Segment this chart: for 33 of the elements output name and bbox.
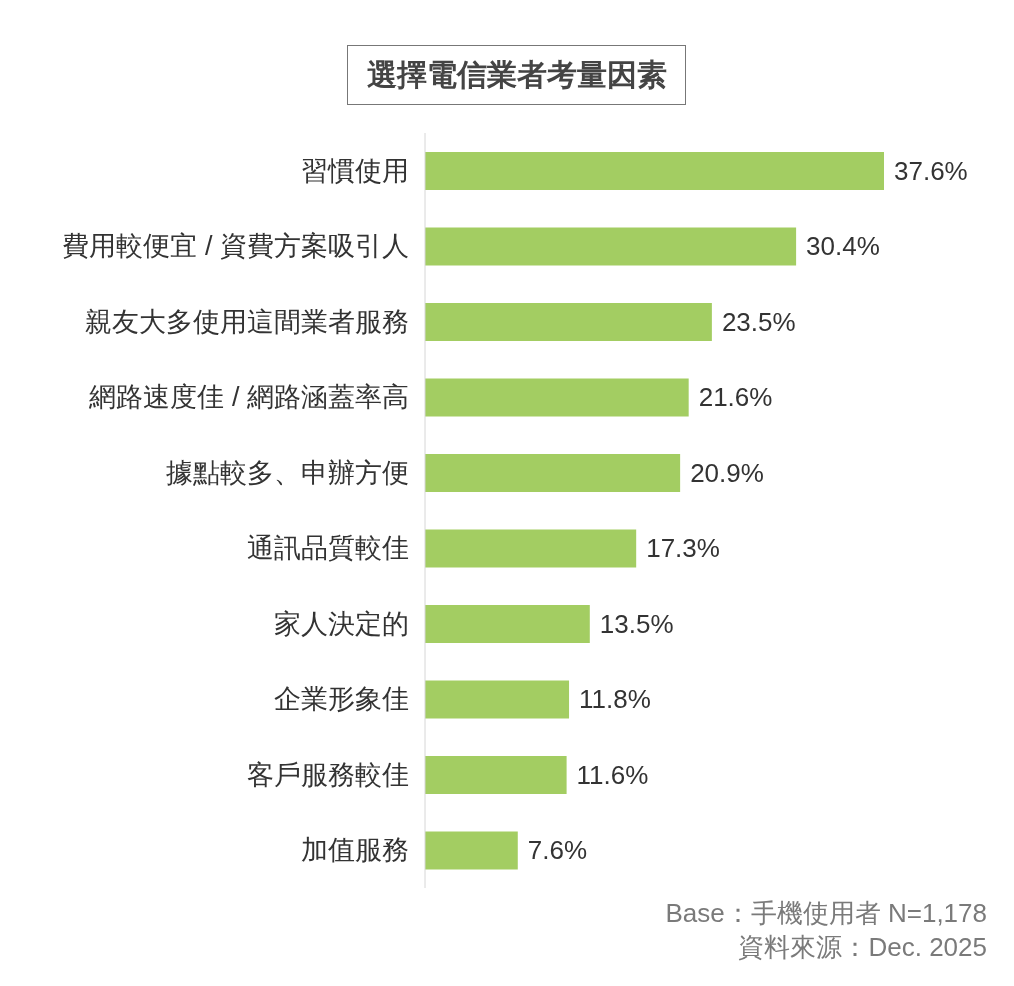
bar	[425, 680, 570, 719]
bar	[425, 453, 681, 492]
y-tick-label: 網路速度佳 / 網路涵蓋率高	[88, 382, 409, 413]
data-label: 21.6%	[698, 382, 773, 413]
chart-title: 選擇電信業者考量因素	[347, 45, 686, 105]
text: Base：手機使用者 N=1,178	[665, 897, 987, 930]
y-tick-label: 費用較便宜 / 資費方案吸引人	[62, 231, 409, 262]
data-label: 37.6%	[894, 155, 968, 186]
data-label: 23.5%	[721, 306, 796, 337]
y-tick-label: 親友大多使用這間業者服務	[85, 306, 409, 337]
y-tick-label: 企業形象佳	[274, 684, 409, 715]
y-tick-label: 據點較多、申辦方便	[166, 457, 409, 488]
bar	[425, 529, 637, 568]
y-tick-label: 習慣使用	[301, 155, 409, 186]
bar	[425, 831, 518, 870]
data-label: 11.8%	[579, 684, 651, 715]
y-tick-label: 客戶服務較佳	[247, 759, 409, 790]
data-label: 13.5%	[599, 608, 674, 639]
bar	[425, 378, 689, 417]
data-label: 17.3%	[646, 533, 720, 564]
data-label: 7.6%	[527, 835, 588, 866]
bar	[425, 151, 884, 190]
y-tick-label: 家人決定的	[274, 608, 409, 639]
bar	[425, 755, 567, 794]
y-tick-label: 通訊品質較佳	[247, 533, 409, 564]
bar	[425, 227, 797, 266]
bar	[425, 604, 590, 643]
data-label: 11.6%	[576, 759, 649, 790]
data-label: 30.4%	[806, 231, 880, 262]
bar	[425, 302, 712, 341]
y-tick-label: 加值服務	[301, 835, 409, 866]
source-note: 資料來源：Dec. 2025	[737, 931, 987, 964]
data-label: 20.9%	[690, 457, 764, 488]
